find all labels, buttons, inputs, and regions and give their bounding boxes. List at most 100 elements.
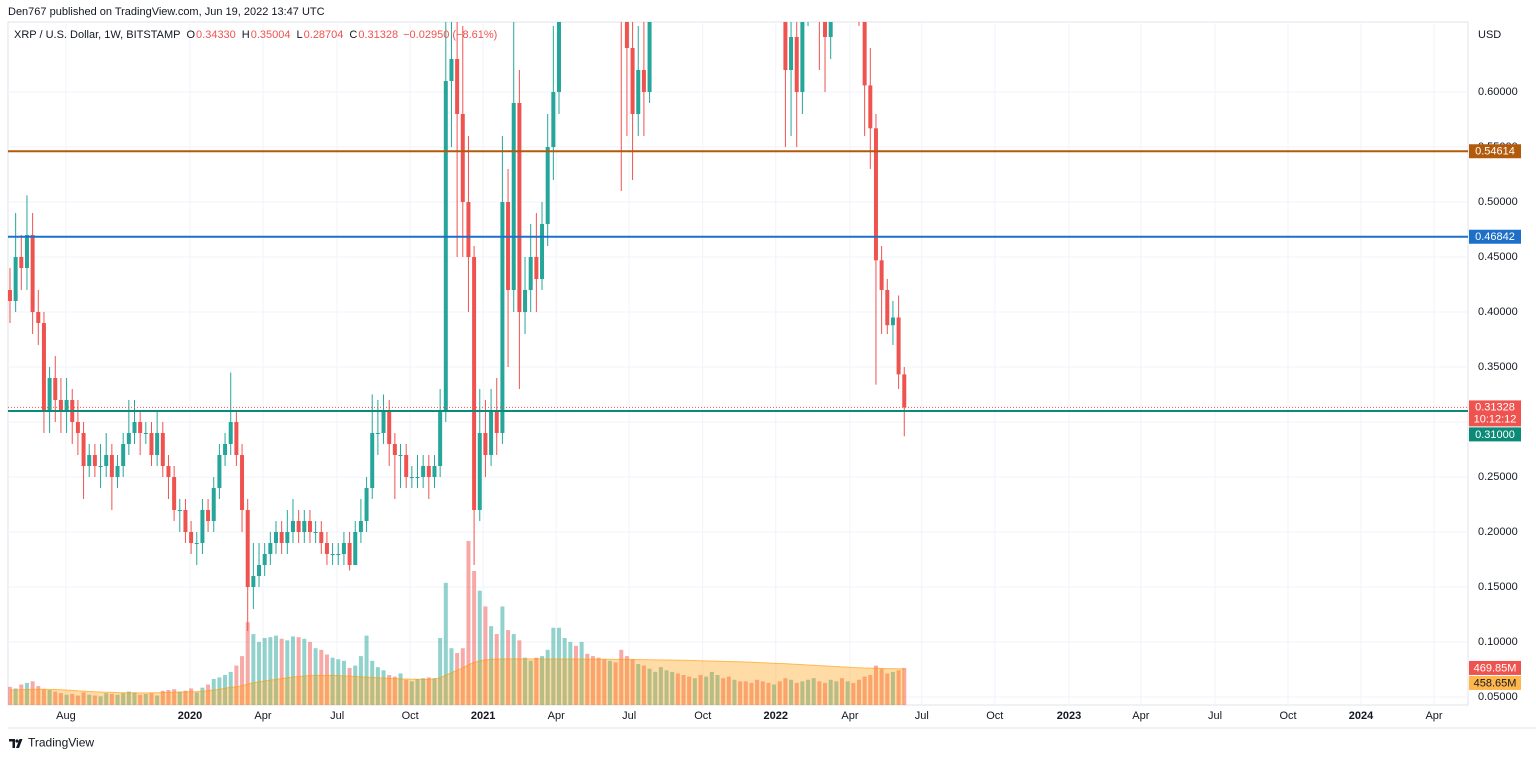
volume-bar [455,652,460,705]
candle-body [528,257,533,291]
volume-bar [692,678,697,705]
volume-bar [794,682,799,705]
candle-body [36,312,41,324]
candle-body [896,317,901,375]
volume-ma-area [9,658,905,705]
candle-body [189,532,194,544]
volume-bar [868,675,873,705]
candle-body [194,543,199,545]
candle-body [211,488,216,522]
volume-bar [630,659,635,705]
volume-bar [104,693,109,705]
volume-bar [404,679,409,705]
level-label: 0.46842 [1475,231,1515,243]
candle-body [375,433,380,435]
candle-body [387,411,392,445]
volume-bar [523,657,528,705]
volume-bar [438,637,443,705]
volume-bar [811,678,816,705]
volume-bar [92,695,97,705]
candle-body [545,147,550,225]
level-badge [1469,229,1521,244]
candle-body [104,455,109,467]
candle-body [868,85,873,129]
volume-bar [353,665,358,705]
candle-body [800,22,805,93]
y-tick-label: 0.20000 [1478,526,1518,538]
volume-bar [540,656,545,705]
volume-bar [319,649,324,705]
volume-bar [109,693,114,705]
volume-bar [160,690,165,705]
candle-body [121,444,126,467]
volume-bar [217,677,222,705]
volume-bar [579,641,584,705]
volume-bar [766,682,771,705]
x-tick-label: Jul [1208,710,1222,722]
candle-body [223,444,228,456]
candle-body [285,532,290,544]
volume-bar [483,606,488,705]
candle-body [302,521,307,533]
volume-bar [828,679,833,705]
volume-bar [800,681,805,705]
volume-bar [347,667,352,705]
volume-bar [653,671,658,705]
x-tick-label: Apr [548,710,565,722]
volume-bar [641,665,646,705]
candle-body [494,411,499,434]
volume-bar [879,668,884,705]
candle-body [234,422,239,456]
volume-bar [658,667,663,705]
volume-bar [387,675,392,705]
volume-bar [211,678,216,705]
volume-bar [183,690,188,705]
volume-bar [358,656,363,705]
candle-body [290,521,295,533]
volume-bar [613,662,618,705]
candle-body [257,565,262,577]
volume-bar [596,657,601,705]
volume-bar [500,606,505,705]
volume-bar [24,682,29,705]
volume-bar [602,659,607,705]
volume-bar [647,668,652,705]
volume-bar [636,664,641,705]
volume-bar [415,678,420,705]
volume-bar [619,649,624,705]
volume-bar [421,678,426,705]
volume-bar [262,637,267,705]
candle-body [472,257,477,511]
candle-body [794,37,799,93]
volume-bar [240,656,245,705]
candle-body [421,466,426,478]
candle-body [172,477,177,511]
volume-bar [664,670,669,705]
candle-body [398,455,403,457]
y-tick-label: 0.05000 [1478,691,1518,703]
volume-bar [709,671,714,705]
candle-body [483,433,488,456]
candle-body [862,22,867,86]
candle-body [132,422,137,434]
x-tick-label: 2024 [1349,710,1374,722]
x-tick-label: Jul [915,710,929,722]
last-price-label: 0.31328 [1475,401,1515,413]
candle-body [24,235,29,269]
brand-logo [9,739,23,748]
candle-body [477,433,482,511]
volume-bar [426,677,431,705]
volume-bar [726,676,731,705]
volume-bar [285,640,290,705]
candle-body [240,455,245,511]
volume-bar [177,691,182,705]
volume-bar [279,638,284,705]
volume-bar [573,645,578,705]
candle-body [460,114,465,203]
candle-body [902,374,907,408]
volume-bar [545,649,550,705]
volume-bar [245,622,250,705]
candle-body [353,532,358,566]
